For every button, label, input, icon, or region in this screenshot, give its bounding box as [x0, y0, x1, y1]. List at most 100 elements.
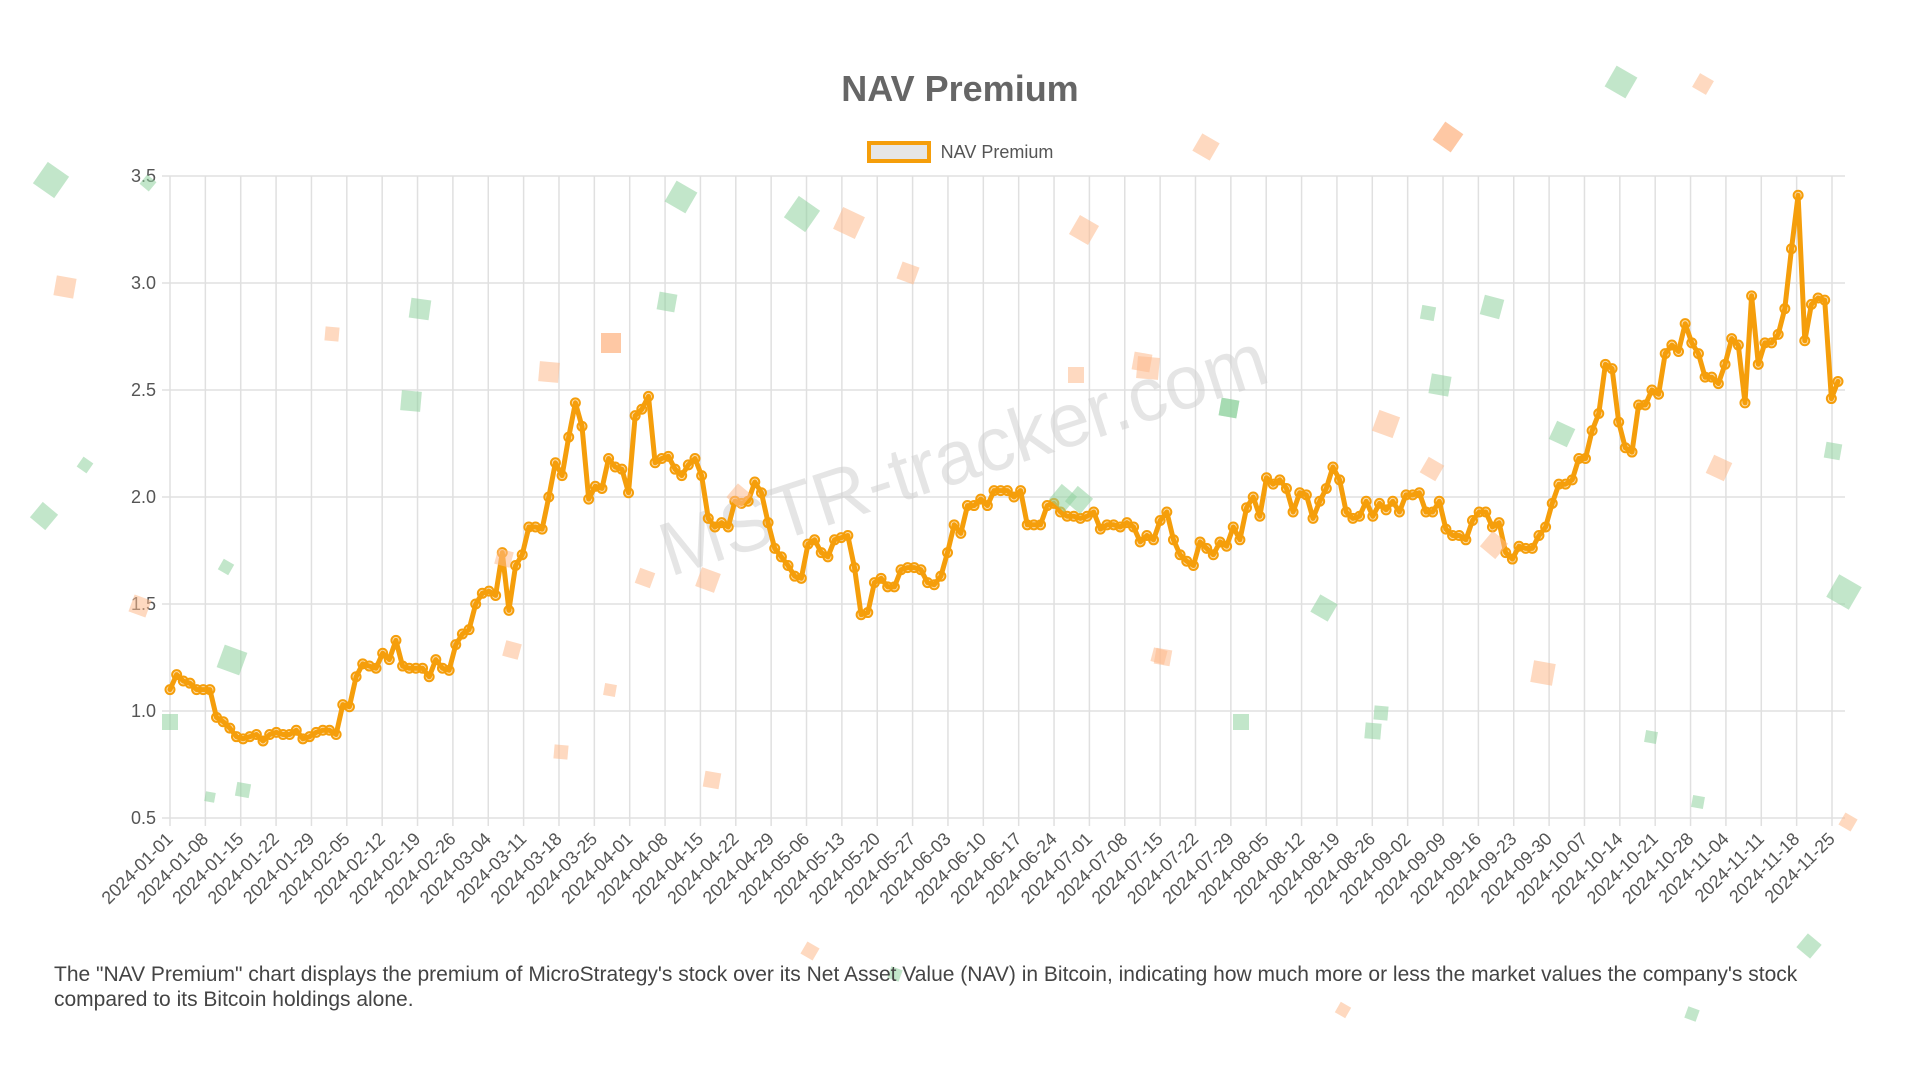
- data-point[interactable]: [888, 581, 900, 593]
- data-point[interactable]: [1467, 515, 1479, 527]
- data-point[interactable]: [1779, 303, 1791, 315]
- data-point[interactable]: [689, 452, 701, 464]
- data-point[interactable]: [1287, 506, 1299, 518]
- data-point[interactable]: [443, 664, 455, 676]
- data-point[interactable]: [642, 390, 654, 402]
- data-point[interactable]: [948, 519, 960, 531]
- data-point[interactable]: [1320, 482, 1332, 494]
- data-point[interactable]: [1726, 333, 1738, 345]
- data-point[interactable]: [390, 634, 402, 646]
- data-point[interactable]: [463, 624, 475, 636]
- data-point[interactable]: [1001, 485, 1013, 497]
- data-point[interactable]: [1360, 495, 1372, 507]
- data-point[interactable]: [596, 482, 608, 494]
- data-point[interactable]: [1712, 378, 1724, 390]
- data-point[interactable]: [968, 500, 980, 512]
- data-point[interactable]: [490, 589, 502, 601]
- data-point[interactable]: [1639, 399, 1651, 411]
- data-point[interactable]: [1187, 559, 1199, 571]
- data-point[interactable]: [563, 431, 575, 443]
- data-point[interactable]: [510, 559, 522, 571]
- data-point[interactable]: [1579, 452, 1591, 464]
- data-point[interactable]: [603, 452, 615, 464]
- data-point[interactable]: [862, 607, 874, 619]
- data-point[interactable]: [343, 701, 355, 713]
- data-point[interactable]: [417, 662, 429, 674]
- data-point[interactable]: [1686, 337, 1698, 349]
- data-point[interactable]: [1015, 485, 1027, 497]
- data-point[interactable]: [204, 684, 216, 696]
- data-point[interactable]: [702, 512, 714, 524]
- data-point[interactable]: [1752, 358, 1764, 370]
- data-point[interactable]: [1533, 530, 1545, 542]
- data-point[interactable]: [1746, 290, 1758, 302]
- data-point[interactable]: [430, 654, 442, 666]
- data-point[interactable]: [184, 677, 196, 689]
- data-point[interactable]: [1732, 339, 1744, 351]
- data-point[interactable]: [1692, 348, 1704, 360]
- data-point[interactable]: [1626, 446, 1638, 458]
- data-point[interactable]: [1134, 536, 1146, 548]
- data-point[interactable]: [1493, 517, 1505, 529]
- data-point[interactable]: [1161, 506, 1173, 518]
- data-point[interactable]: [1207, 549, 1219, 561]
- data-point[interactable]: [1673, 345, 1685, 357]
- data-point[interactable]: [1008, 491, 1020, 503]
- data-point[interactable]: [1227, 521, 1239, 533]
- data-point[interactable]: [556, 470, 568, 482]
- data-point[interactable]: [1586, 425, 1598, 437]
- data-point[interactable]: [536, 523, 548, 535]
- data-point[interactable]: [1234, 534, 1246, 546]
- data-point[interactable]: [722, 521, 734, 533]
- data-point[interactable]: [842, 530, 854, 542]
- data-point[interactable]: [669, 463, 681, 475]
- data-point[interactable]: [1679, 318, 1691, 330]
- data-point[interactable]: [1387, 495, 1399, 507]
- data-point[interactable]: [1772, 328, 1784, 340]
- data-point[interactable]: [1148, 534, 1160, 546]
- data-point[interactable]: [350, 671, 362, 683]
- data-point[interactable]: [1241, 502, 1253, 514]
- data-point[interactable]: [775, 551, 787, 563]
- data-point[interactable]: [1460, 534, 1472, 546]
- data-point[interactable]: [1546, 497, 1558, 509]
- data-point[interactable]: [1327, 461, 1339, 473]
- data-point[interactable]: [1260, 472, 1272, 484]
- data-point[interactable]: [975, 493, 987, 505]
- data-point[interactable]: [250, 729, 262, 741]
- data-point[interactable]: [928, 579, 940, 591]
- data-point[interactable]: [1334, 474, 1346, 486]
- data-point[interactable]: [1274, 474, 1286, 486]
- data-point[interactable]: [1254, 510, 1266, 522]
- data-point[interactable]: [1832, 375, 1844, 387]
- data-point[interactable]: [330, 729, 342, 741]
- data-point[interactable]: [224, 722, 236, 734]
- data-point[interactable]: [636, 403, 648, 415]
- data-point[interactable]: [164, 684, 176, 696]
- data-point[interactable]: [1427, 506, 1439, 518]
- data-point[interactable]: [576, 420, 588, 432]
- data-point[interactable]: [377, 647, 389, 659]
- data-point[interactable]: [809, 534, 821, 546]
- data-point[interactable]: [616, 463, 628, 475]
- data-point[interactable]: [762, 517, 774, 529]
- data-point[interactable]: [1167, 534, 1179, 546]
- data-point[interactable]: [749, 476, 761, 488]
- data-point[interactable]: [1785, 243, 1797, 255]
- data-point[interactable]: [1300, 489, 1312, 501]
- data-point[interactable]: [423, 671, 435, 683]
- data-point[interactable]: [1506, 553, 1518, 565]
- data-point[interactable]: [1154, 515, 1166, 527]
- data-point[interactable]: [1194, 536, 1206, 548]
- data-point[interactable]: [822, 551, 834, 563]
- data-point[interactable]: [217, 716, 229, 728]
- data-point[interactable]: [290, 724, 302, 736]
- data-point[interactable]: [981, 500, 993, 512]
- data-point[interactable]: [1413, 487, 1425, 499]
- data-point[interactable]: [782, 559, 794, 571]
- data-point[interactable]: [1825, 393, 1837, 405]
- data-point[interactable]: [1819, 294, 1831, 306]
- data-point[interactable]: [503, 604, 515, 616]
- data-point[interactable]: [696, 470, 708, 482]
- data-point[interactable]: [1035, 519, 1047, 531]
